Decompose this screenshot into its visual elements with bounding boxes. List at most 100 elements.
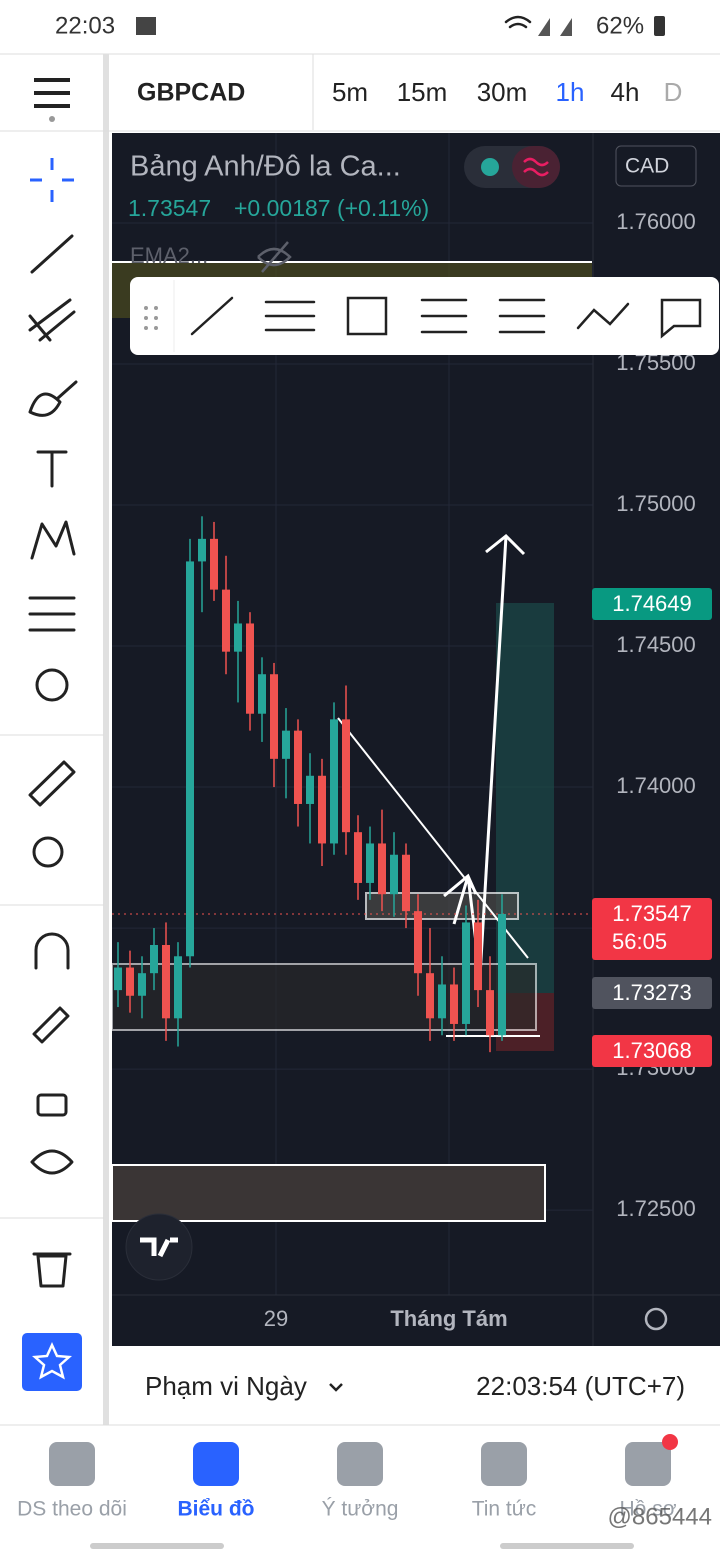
visibility-tool[interactable] [30, 1149, 74, 1175]
candle-body [450, 984, 458, 1024]
timeframe[interactable]: 15m [397, 77, 448, 107]
battery-text: 62% [596, 12, 644, 39]
stop-label-bg [592, 1035, 712, 1067]
price-tick-label: 1.74500 [616, 632, 696, 657]
candle-body [174, 956, 182, 1019]
star-icon [31, 1341, 73, 1380]
currency[interactable]: CAD [625, 155, 669, 178]
long-position-tool[interactable] [420, 298, 468, 334]
lock-draw-tool[interactable] [32, 1006, 70, 1044]
gesture-bar [500, 1543, 634, 1549]
candle-body [234, 623, 242, 652]
last-price: 1.73547 [128, 195, 211, 221]
favorite-button[interactable] [22, 1333, 82, 1391]
candle-body [330, 719, 338, 844]
price-tick-label: 1.76000 [616, 209, 696, 234]
timeframe[interactable]: 4h [611, 77, 640, 107]
drag-handle[interactable] [144, 306, 158, 330]
timeframe[interactable]: 5m [332, 77, 368, 107]
nav-label[interactable]: Tin tức [472, 1498, 537, 1521]
path-tool[interactable] [576, 302, 630, 330]
stop-label: 1.73068 [612, 1038, 692, 1063]
crosshair-tool[interactable] [30, 158, 74, 202]
text-tool[interactable] [36, 450, 68, 488]
settings-icon[interactable] [644, 1307, 668, 1331]
candle-body [462, 922, 470, 1024]
candle-body [198, 538, 206, 562]
nav-label[interactable]: DS theo dõi [17, 1498, 127, 1521]
bottom-nav: DS theo dõi Biểu đồ Ý tưởng Tin tức Hồ sơ [17, 1442, 677, 1521]
timeframe[interactable]: D [664, 77, 683, 107]
nav-label[interactable]: Ý tưởng [322, 1498, 399, 1521]
indicator: EMA2... [130, 243, 208, 268]
price-tick-label: 1.75000 [616, 491, 696, 516]
candle-body [294, 730, 302, 804]
target-label-bg [592, 588, 712, 620]
candle-body [390, 854, 398, 895]
emoji-tool[interactable] [35, 668, 69, 702]
candle-body [402, 854, 410, 912]
lock-tool[interactable] [36, 1093, 68, 1117]
candle-body [498, 913, 506, 1036]
nav-icon[interactable] [337, 1442, 383, 1486]
left-tools [0, 158, 104, 1391]
candles [114, 516, 506, 1053]
parallel-tool[interactable] [264, 300, 316, 332]
clock: 22:03:54 (UTC+7) [476, 1371, 685, 1401]
candle-body [138, 973, 146, 996]
brush-tool[interactable] [28, 380, 78, 417]
candle-body [306, 775, 314, 804]
candle-body [366, 843, 374, 883]
ruler-tool[interactable] [28, 760, 76, 807]
nav-icon[interactable] [193, 1442, 239, 1486]
date-range[interactable]: Phạm vi Ngày [145, 1371, 307, 1401]
gallery-icon [136, 17, 156, 35]
target-label: 1.74649 [612, 591, 692, 616]
hide-icon[interactable] [257, 241, 292, 273]
status-time: 22:03 [55, 12, 115, 39]
symbol-name: Bảng Anh/Đô la Ca... [130, 151, 401, 183]
delete-tool[interactable] [32, 1252, 72, 1288]
candle-body [246, 623, 254, 714]
candle-body [186, 561, 194, 957]
callout-tool[interactable] [660, 298, 702, 339]
candle-body [438, 984, 446, 1019]
nav-icon[interactable] [625, 1442, 671, 1486]
short-position-tool[interactable] [498, 298, 546, 334]
candle-body [222, 589, 230, 652]
pattern-tool[interactable] [30, 520, 76, 560]
candle-body [354, 832, 362, 883]
timeframe[interactable]: 1h [556, 77, 585, 107]
nav-label[interactable]: Biểu đồ [178, 1498, 255, 1521]
trend-line-tool[interactable] [190, 296, 234, 336]
timeframe[interactable]: 30m [477, 77, 528, 107]
tv-logo[interactable] [125, 1213, 193, 1281]
candle-body [114, 967, 122, 991]
notification-dot [662, 1434, 678, 1450]
line-tool[interactable] [30, 234, 74, 274]
candle-body [474, 922, 482, 991]
nav-icon[interactable] [481, 1442, 527, 1486]
chevron [329, 1383, 343, 1392]
watermark: @865444 [608, 1503, 712, 1530]
magnet-tool[interactable] [34, 932, 70, 970]
price-tick-label: 1.74000 [616, 773, 696, 798]
price-tick-label: 1.72500 [616, 1196, 696, 1221]
symbol[interactable]: GBPCAD [137, 79, 245, 107]
nav-label[interactable]: Hồ sơ [620, 1498, 677, 1521]
signal-icon [538, 18, 572, 36]
currency-button[interactable] [615, 145, 697, 187]
wave-badge [512, 146, 560, 188]
forecast-tool[interactable] [28, 596, 76, 632]
candle-body [162, 944, 170, 1019]
menu-button[interactable] [34, 78, 70, 108]
candle-body [150, 944, 158, 974]
nav-icon[interactable] [49, 1442, 95, 1486]
rectangle-tool[interactable] [346, 296, 388, 336]
zoom-tool[interactable] [32, 836, 64, 868]
candle-body [318, 775, 326, 844]
candle-body [258, 674, 266, 714]
pitchfork-tool[interactable] [28, 298, 76, 342]
